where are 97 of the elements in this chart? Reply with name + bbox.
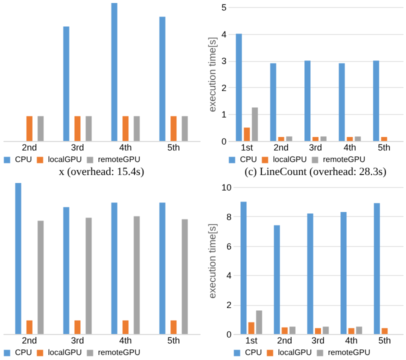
legend-label: CPU: [15, 155, 32, 164]
bar: [307, 213, 314, 334]
bar: [63, 26, 70, 141]
bar: [286, 136, 292, 141]
bar: [382, 328, 388, 334]
bar: [312, 136, 318, 141]
bar: [86, 218, 92, 334]
bar: [244, 128, 250, 141]
bar: [256, 310, 262, 334]
y-tick-label: 0: [226, 330, 232, 340]
bar: [373, 60, 380, 141]
bar: [182, 219, 188, 334]
x-tick-label: 5th: [378, 336, 391, 346]
y-tick-label: 8: [226, 212, 232, 222]
x-tick-label: 2nd: [22, 142, 37, 152]
bar: [278, 136, 284, 141]
x-tick-label: 5th: [378, 142, 390, 152]
bar: [122, 116, 129, 141]
bar: [236, 34, 242, 141]
bar: [38, 220, 44, 334]
bar: [26, 116, 32, 141]
bar: [111, 3, 118, 141]
bar: [338, 63, 345, 141]
legend-label: CPU: [15, 348, 32, 357]
x-tick-label: 4th: [345, 336, 358, 346]
x-tick-label: 2nd: [22, 336, 37, 346]
bar: [348, 328, 354, 334]
y-tick-label: 4: [221, 29, 226, 40]
bar: [282, 327, 288, 334]
bar: [322, 326, 329, 334]
bar: [170, 116, 177, 141]
y-tick-label: 5: [221, 2, 226, 12]
legend-label: localGPU: [48, 348, 82, 357]
y-axis-title: execution time[s]: [207, 223, 218, 299]
bar: [38, 116, 44, 141]
bar: [320, 136, 327, 141]
bar: [381, 136, 388, 141]
bar: [26, 320, 32, 334]
x-tick-label: 3rd: [308, 142, 322, 152]
legend-label: remoteGPU: [98, 348, 140, 357]
bar: [240, 202, 247, 334]
bar: [134, 216, 140, 334]
y-tick-label: 10: [221, 182, 232, 192]
bar: [111, 202, 118, 334]
bar: [346, 136, 353, 141]
legend-label: CPU: [240, 155, 258, 164]
bar: [122, 320, 129, 334]
bar: [182, 116, 188, 141]
text: x (overhead: 15.4s): [58, 166, 144, 178]
legend-label: localGPU: [273, 155, 308, 164]
bar: [134, 116, 140, 141]
legend-label: remoteGPU: [328, 348, 370, 357]
x-tick-label: 2nd: [277, 336, 292, 346]
x-tick-label: 3rd: [70, 142, 84, 152]
y-tick-label: 3: [221, 56, 226, 66]
bar: [15, 183, 22, 334]
bar: [270, 63, 276, 141]
y-tick-label: 2: [226, 300, 232, 310]
bar: [248, 322, 254, 334]
legend-label: localGPU: [48, 155, 82, 164]
x-tick-label: 2nd: [274, 142, 289, 152]
legend-label: CPU: [245, 348, 262, 357]
legend-label: localGPU: [278, 348, 312, 357]
text: (c) LineCount (overhead: 28.3s): [244, 166, 387, 178]
legend-label: remoteGPU: [98, 155, 140, 164]
bar: [289, 326, 296, 334]
x-tick-label: 3rd: [311, 336, 325, 346]
bar: [356, 326, 362, 334]
bar: [354, 136, 361, 141]
x-tick-label: 5th: [167, 142, 180, 152]
y-tick-label: 6: [226, 241, 232, 252]
x-tick-label: 4th: [344, 142, 356, 152]
bar: [304, 60, 310, 141]
bar: [374, 203, 380, 334]
bar: [86, 116, 92, 141]
bar: [252, 108, 258, 141]
y-tick-label: 0: [221, 136, 226, 146]
x-tick-label: 1st: [240, 142, 254, 152]
bar: [274, 225, 280, 334]
x-tick-label: 4th: [119, 142, 132, 152]
bar: [170, 320, 177, 334]
x-tick-label: 1st: [245, 336, 258, 346]
bar: [315, 328, 321, 334]
y-axis-title: execution time[s]: [207, 36, 218, 112]
x-tick-label: 3rd: [70, 336, 84, 346]
bar: [159, 16, 166, 141]
x-tick-label: 5th: [167, 336, 180, 346]
bar: [340, 212, 347, 334]
bar: [63, 207, 70, 334]
bar: [159, 202, 166, 334]
legend-label: remoteGPU: [323, 155, 366, 164]
y-tick-label: 2: [221, 82, 226, 93]
y-tick-label: 1: [221, 110, 226, 120]
y-tick-label: 4: [226, 270, 232, 281]
bar: [74, 320, 80, 334]
x-tick-label: 4th: [119, 336, 132, 346]
bar: [74, 116, 80, 141]
